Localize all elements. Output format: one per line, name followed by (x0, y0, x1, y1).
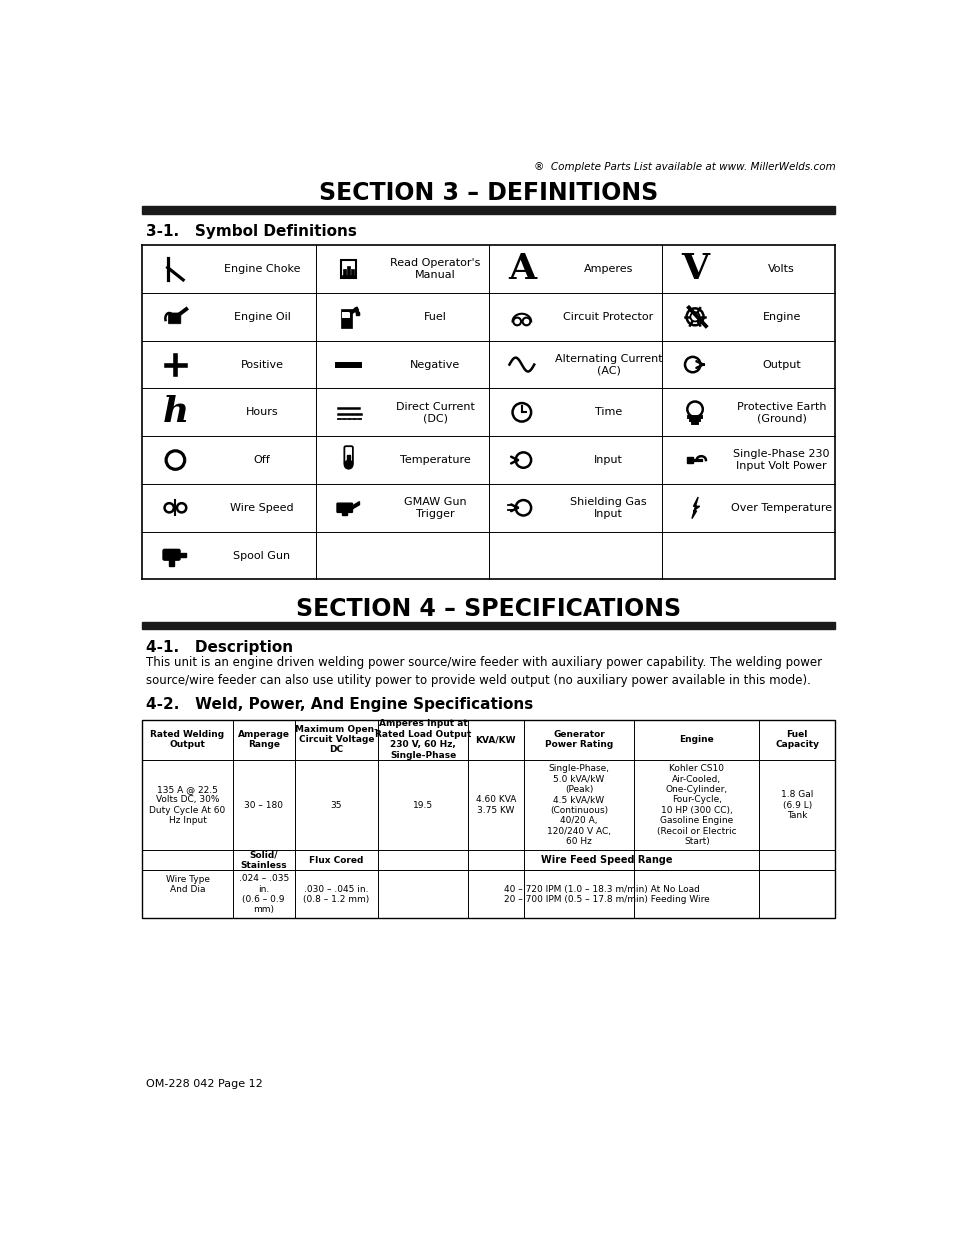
Text: Single-Phase,
5.0 kVA/kW
(Peak)
4.5 kVA/kW
(Continuous)
40/20 A,
120/240 V AC,
6: Single-Phase, 5.0 kVA/kW (Peak) 4.5 kVA/… (546, 764, 610, 846)
Text: 30 – 180: 30 – 180 (244, 800, 283, 809)
FancyBboxPatch shape (163, 550, 180, 561)
Text: h: h (162, 394, 189, 429)
Text: KVA/KW: KVA/KW (476, 735, 516, 743)
Text: Amperes Input at
Rated Load Output
230 V, 60 Hz,
Single-Phase: Amperes Input at Rated Load Output 230 V… (375, 720, 471, 760)
Circle shape (344, 461, 353, 469)
Text: Positive: Positive (240, 359, 283, 369)
Text: 40 – 720 IPM (1.0 – 18.3 m/min) At No Load
20 – 700 IPM (0.5 – 17.8 m/min) Feedi: 40 – 720 IPM (1.0 – 18.3 m/min) At No Lo… (503, 884, 709, 904)
Text: Read Operator's
Manual: Read Operator's Manual (390, 258, 480, 280)
Text: Volts: Volts (767, 264, 794, 274)
Text: Off: Off (253, 454, 270, 466)
Text: Wire Speed: Wire Speed (230, 503, 294, 513)
Text: Amperes: Amperes (583, 264, 633, 274)
Text: Input: Input (594, 454, 622, 466)
Text: .024 – .035
in.
(0.6 – 0.9
mm): .024 – .035 in. (0.6 – 0.9 mm) (238, 874, 289, 914)
FancyBboxPatch shape (336, 503, 352, 513)
Text: Alternating Current
(AC): Alternating Current (AC) (554, 353, 661, 375)
Text: Engine Oil: Engine Oil (233, 311, 290, 322)
Text: Protective Earth
(Ground): Protective Earth (Ground) (736, 401, 825, 424)
Bar (686, 457, 693, 463)
Text: ®  Complete Parts List available at www. MillerWelds.com: ® Complete Parts List available at www. … (533, 162, 835, 172)
Text: Negative: Negative (410, 359, 460, 369)
Bar (178, 553, 186, 557)
Text: Fuel
Capacity: Fuel Capacity (775, 730, 819, 750)
Bar (169, 557, 173, 567)
Text: Output: Output (761, 359, 801, 369)
Text: Over Temperature: Over Temperature (730, 503, 831, 513)
Bar (142, 720, 835, 918)
Text: 1.8 Gal
(6.9 L)
Tank: 1.8 Gal (6.9 L) Tank (781, 790, 813, 820)
Text: 3-1.   Symbol Definitions: 3-1. Symbol Definitions (146, 224, 356, 238)
Text: Circuit Protector: Circuit Protector (562, 311, 653, 322)
Text: 135 A @ 22.5
Volts DC, 30%
Duty Cycle At 60
Hz Input: 135 A @ 22.5 Volts DC, 30% Duty Cycle At… (150, 785, 226, 825)
Text: SECTION 3 – DEFINITIONS: SECTION 3 – DEFINITIONS (319, 180, 658, 205)
Text: 4.60 KVA
3.75 KW: 4.60 KVA 3.75 KW (476, 795, 516, 815)
Bar (142, 206, 835, 214)
Text: Wire Type
And Dia: Wire Type And Dia (166, 874, 210, 894)
Text: Fuel: Fuel (423, 311, 446, 322)
Bar (347, 266, 350, 277)
Text: Engine: Engine (679, 735, 714, 743)
Text: OM-228 042 Page 12: OM-228 042 Page 12 (146, 1078, 263, 1089)
Text: Single-Phase 230
Input Volt Power: Single-Phase 230 Input Volt Power (733, 450, 829, 471)
Bar (340, 259, 356, 278)
Text: V: V (680, 252, 708, 287)
Text: A: A (507, 252, 536, 287)
Polygon shape (352, 501, 359, 509)
Text: 4-2.   Weld, Power, And Engine Specifications: 4-2. Weld, Power, And Engine Specificati… (146, 697, 533, 711)
Text: 35: 35 (331, 800, 342, 809)
Text: Solid/
Stainless: Solid/ Stainless (240, 851, 287, 871)
Text: Engine: Engine (761, 311, 800, 322)
Text: Hours: Hours (246, 408, 278, 417)
Text: Time: Time (594, 408, 621, 417)
Bar (356, 312, 359, 315)
Text: Wire Feed Speed Range: Wire Feed Speed Range (540, 856, 672, 866)
Bar (343, 269, 346, 277)
Text: 4-1.   Description: 4-1. Description (146, 640, 294, 655)
Bar (142, 621, 835, 630)
Bar (342, 511, 347, 515)
Text: Generator
Power Rating: Generator Power Rating (544, 730, 613, 750)
Polygon shape (691, 496, 699, 519)
Text: Maximum Open-
Circuit Voltage
DC: Maximum Open- Circuit Voltage DC (294, 725, 377, 755)
Bar (342, 312, 350, 319)
Text: Kohler CS10
Air-Cooled,
One-Cylinder,
Four-Cycle,
10 HP (300 CC),
Gasoline Engin: Kohler CS10 Air-Cooled, One-Cylinder, Fo… (657, 764, 736, 846)
Bar (351, 269, 354, 277)
Text: .030 – .045 in.
(0.8 – 1.2 mm): .030 – .045 in. (0.8 – 1.2 mm) (303, 884, 369, 904)
Text: This unit is an engine driven welding power source/wire feeder with auxiliary po: This unit is an engine driven welding po… (146, 656, 821, 688)
Bar (340, 309, 352, 327)
FancyBboxPatch shape (169, 312, 181, 324)
Text: Amperage
Range: Amperage Range (237, 730, 290, 750)
Text: GMAW Gun
Trigger: GMAW Gun Trigger (403, 496, 466, 519)
Text: 19.5: 19.5 (413, 800, 433, 809)
Text: Direct Current
(DC): Direct Current (DC) (395, 401, 475, 424)
Text: Spool Gun: Spool Gun (233, 551, 291, 561)
Bar (347, 456, 350, 464)
Text: SECTION 4 – SPECIFICATIONS: SECTION 4 – SPECIFICATIONS (296, 597, 680, 621)
Text: Engine Choke: Engine Choke (224, 264, 300, 274)
Text: Flux Cored: Flux Cored (309, 856, 363, 864)
Text: Shielding Gas
Input: Shielding Gas Input (570, 496, 646, 519)
Text: Rated Welding
Output: Rated Welding Output (151, 730, 224, 750)
Bar (342, 275, 355, 278)
Text: Temperature: Temperature (399, 454, 470, 466)
